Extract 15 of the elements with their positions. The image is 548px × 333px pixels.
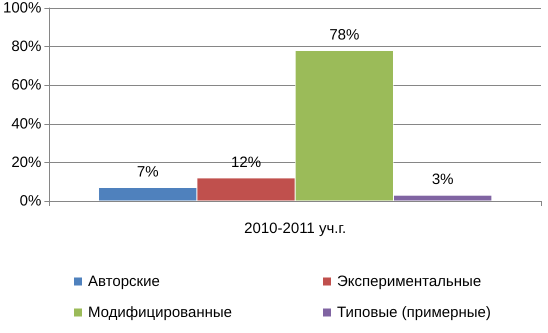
y-tick-label: 60% — [11, 76, 42, 94]
legend-label: Экспериментальные — [337, 273, 482, 290]
x-tick-label: 2010-2011 уч.г. — [244, 220, 346, 237]
data-label: 3% — [432, 171, 454, 188]
y-tick-label: 0% — [20, 192, 42, 210]
legend-label: Типовые (примерные) — [337, 304, 491, 321]
y-tick-label: 80% — [11, 38, 42, 56]
data-label: 78% — [329, 26, 360, 44]
y-tick-label: 100% — [2, 0, 42, 16]
legend-label: Модифицированные — [88, 304, 232, 321]
data-label: 12% — [231, 154, 262, 171]
y-tick-label: 20% — [11, 154, 42, 171]
data-label: 7% — [136, 163, 159, 180]
y-tick-label: 40% — [11, 115, 42, 132]
legend-label: Авторские — [88, 273, 160, 290]
